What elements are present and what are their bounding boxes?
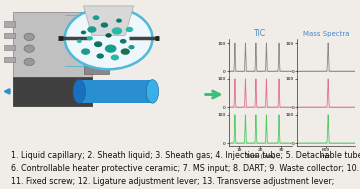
Text: 11. Fixed screw; 12. Ligature adjustment lever; 13. Transverse adjustment lever;: 11. Fixed screw; 12. Ligature adjustment… bbox=[11, 177, 334, 186]
Circle shape bbox=[24, 33, 35, 40]
X-axis label: m/z: m/z bbox=[321, 154, 331, 159]
Bar bbox=[4, 45, 15, 50]
Bar bbox=[13, 12, 92, 106]
Circle shape bbox=[126, 27, 133, 32]
X-axis label: Time (min): Time (min) bbox=[246, 154, 275, 159]
Circle shape bbox=[81, 48, 90, 55]
Circle shape bbox=[116, 19, 122, 23]
Circle shape bbox=[111, 55, 119, 60]
FancyArrowPatch shape bbox=[5, 89, 10, 93]
Circle shape bbox=[24, 45, 35, 52]
Title: TIC: TIC bbox=[254, 29, 266, 38]
Ellipse shape bbox=[73, 80, 86, 103]
Circle shape bbox=[65, 7, 152, 69]
Circle shape bbox=[87, 26, 96, 33]
Circle shape bbox=[94, 41, 102, 47]
Circle shape bbox=[81, 30, 86, 34]
Circle shape bbox=[105, 45, 117, 53]
Bar bbox=[79, 80, 152, 103]
Bar bbox=[4, 33, 15, 38]
Text: 1. Liquid capillary; 2. Sheath liquid; 3. Sheath gas; 4. Injection tube; 5. Deta: 1. Liquid capillary; 2. Sheath liquid; 3… bbox=[11, 151, 360, 160]
Circle shape bbox=[96, 53, 104, 59]
Circle shape bbox=[112, 27, 122, 35]
Circle shape bbox=[101, 22, 108, 28]
Polygon shape bbox=[84, 6, 134, 35]
Title: Mass Spectra: Mass Spectra bbox=[302, 31, 349, 37]
Circle shape bbox=[121, 48, 130, 55]
Circle shape bbox=[24, 58, 35, 66]
Circle shape bbox=[120, 39, 126, 44]
Circle shape bbox=[93, 15, 99, 20]
Bar bbox=[4, 57, 15, 62]
Text: 6. Controllable heater protective ceramic; 7. MS input; 8. DART; 9. Waste collec: 6. Controllable heater protective cerami… bbox=[11, 164, 360, 173]
Circle shape bbox=[129, 45, 135, 49]
Circle shape bbox=[77, 40, 82, 43]
Circle shape bbox=[105, 33, 112, 38]
Bar bbox=[84, 65, 109, 74]
Bar bbox=[13, 77, 92, 106]
Bar bbox=[4, 21, 15, 26]
Ellipse shape bbox=[146, 80, 159, 103]
Circle shape bbox=[87, 36, 93, 40]
